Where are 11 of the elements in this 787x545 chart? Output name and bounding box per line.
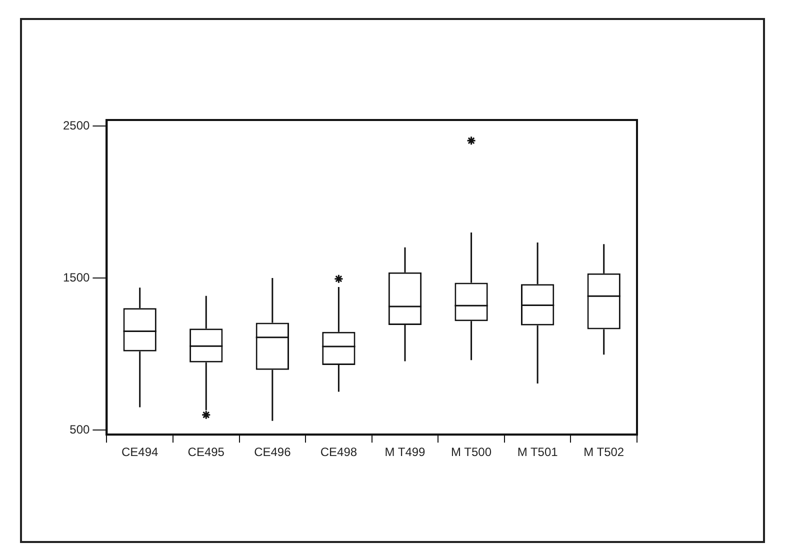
x-tick-label: M T499 <box>384 445 426 460</box>
x-tick-label: M T500 <box>451 445 492 460</box>
x-tick-label: M T502 <box>584 445 624 460</box>
x-tick-label: CE498 <box>320 445 358 460</box>
y-tick-label: 1500 <box>62 270 90 284</box>
x-tick-label: CE494 <box>121 445 159 460</box>
x-tick-label: M T501 <box>517 445 558 460</box>
y-tick-label: 500 <box>70 422 90 436</box>
y-tick-label: 2500 <box>62 118 90 132</box>
x-tick-label: CE495 <box>188 445 225 460</box>
x-tick-label: CE496 <box>254 445 292 460</box>
